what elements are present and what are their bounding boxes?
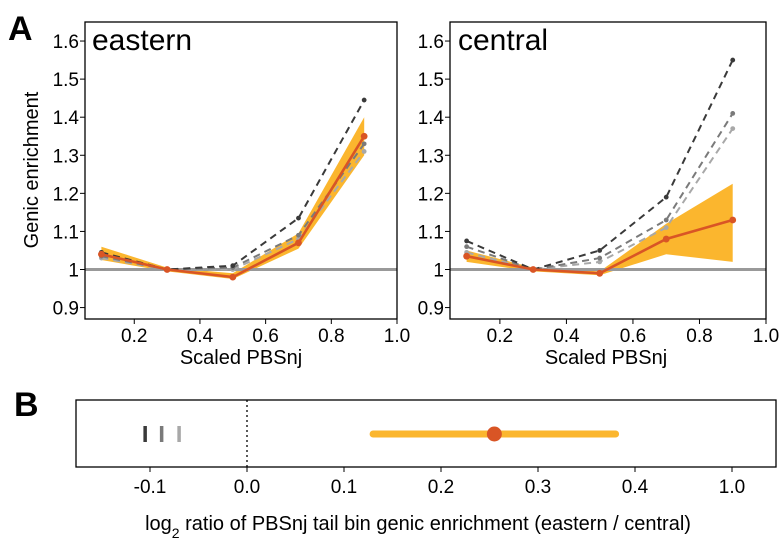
- dashed-series-line: [101, 99, 366, 271]
- y-tick-label: 1.1: [53, 222, 79, 243]
- x-tick-label: 0.6: [620, 326, 646, 347]
- x-tick-label: 0.6: [252, 326, 278, 347]
- dashed-series-point: [730, 57, 736, 63]
- point-estimate: [486, 426, 502, 442]
- y-tick-label: 1.1: [418, 222, 444, 243]
- x-tick-label: 0.2: [428, 477, 454, 498]
- main-series-point: [729, 216, 737, 224]
- dashed-series-point: [296, 215, 301, 221]
- dashed-series-point: [361, 141, 367, 147]
- x-axis-title-central: Scaled PBSnj: [545, 347, 667, 369]
- x-ticks-panel-b: -0.1 0.0 0.1 0.2 0.3 0.4 1.0: [134, 467, 745, 498]
- facet-title-central: central: [458, 24, 548, 57]
- dashed-series-point: [730, 110, 736, 116]
- y-tick-label: 1.4: [418, 108, 445, 129]
- x-tick-label: 0.8: [318, 326, 344, 347]
- y-tick-label: 1.3: [418, 146, 444, 167]
- y-axis-title: Genic enrichment: [21, 91, 43, 248]
- dashed-series-point: [663, 194, 669, 200]
- y-tick-label: 1.6: [53, 32, 79, 53]
- x-tick-label: 0.0: [234, 477, 260, 498]
- interval-layer: [369, 426, 620, 442]
- null-markers-layer: [143, 426, 181, 442]
- main-series-layer: [98, 132, 368, 281]
- main-series-point: [662, 235, 670, 243]
- y-tick-label: 0.9: [418, 299, 444, 320]
- x-tick-label: -0.1: [134, 477, 167, 498]
- main-series-point: [596, 269, 604, 277]
- main-series-point: [463, 252, 471, 260]
- main-series-point: [163, 266, 171, 273]
- x-tick-label: 0.4: [553, 326, 580, 347]
- facet-eastern: 0.9 1 1.1 1.2 1.3 1.4 1.5 1.6 0.2 0.4 0.6 0.8 1.0 e…: [53, 21, 410, 369]
- plot-frame-eastern: [84, 21, 398, 320]
- y-tick-label: 1.6: [418, 32, 444, 53]
- x-tick-label: 1.0: [719, 477, 745, 498]
- x-tick-label: 0.2: [487, 326, 513, 347]
- y-tick-label: 1: [433, 261, 444, 282]
- y-ticks-central: 0.9 1 1.1 1.2 1.3 1.4 1.5 1.6: [418, 32, 450, 320]
- y-tick-label: 1.3: [53, 146, 79, 167]
- x-axis-title-eastern: Scaled PBSnj: [180, 347, 302, 369]
- ci-band-layer: [466, 183, 733, 276]
- x-tick-label: 0.1: [331, 477, 357, 498]
- dashed-series-point: [663, 225, 669, 231]
- dashed-series-point: [464, 238, 470, 244]
- plot-frame-panel-b: [75, 399, 777, 468]
- dashed-series-point: [296, 232, 301, 238]
- y-tick-label: 1.2: [53, 184, 79, 205]
- facet-title-eastern: eastern: [92, 24, 192, 57]
- y-ticks-eastern: 0.9 1 1.1 1.2 1.3 1.4 1.5 1.6: [53, 32, 85, 320]
- x-tick-label: 0.4: [622, 477, 649, 498]
- x-ticks-central: 0.2 0.4 0.6 0.8 1.0: [487, 319, 779, 347]
- x-tick-label: 0.8: [686, 326, 712, 347]
- main-series-point: [98, 250, 105, 258]
- dashed-series-point: [663, 217, 669, 223]
- dashed-series-point: [230, 263, 236, 269]
- y-tick-label: 1: [68, 261, 79, 282]
- x-tick-label: 0.2: [121, 326, 147, 347]
- main-series-layer: [463, 216, 737, 277]
- dashed-series-point: [361, 97, 367, 103]
- x-axis-title-panel-b: log2 ratio of PBSnj tail bin genic enric…: [145, 513, 691, 540]
- dashed-series-point: [597, 255, 603, 261]
- x-ticks-eastern: 0.2 0.4 0.6 0.8 1.0: [121, 319, 410, 347]
- main-series-point: [360, 132, 368, 140]
- y-tick-label: 1.5: [418, 70, 444, 91]
- y-tick-label: 1.2: [418, 184, 444, 205]
- x-tick-label: 0.4: [187, 326, 214, 347]
- main-series-point: [529, 266, 537, 273]
- dashed-series-point: [597, 248, 603, 253]
- x-tick-label: 1.0: [384, 326, 410, 347]
- plot-frame-central: [449, 21, 767, 320]
- facet-central: 0.9 1 1.1 1.2 1.3 1.4 1.5 1.6 0.2 0.4 0.6 0.8 1.0 c…: [418, 21, 779, 369]
- panel-a-label: A: [8, 10, 33, 48]
- dashed-series-point: [597, 259, 603, 265]
- x-tick-label: 0.3: [525, 477, 551, 498]
- ci-band: [466, 183, 733, 276]
- panel-b-plot: -0.1 0.0 0.1 0.2 0.3 0.4 1.0 log2 ratio of PBS…: [75, 399, 777, 540]
- x-tick-label: 1.0: [753, 326, 779, 347]
- y-tick-label: 0.9: [53, 299, 79, 320]
- main-series-point: [295, 239, 302, 247]
- y-tick-label: 1.5: [53, 70, 79, 91]
- main-series-point: [229, 273, 237, 281]
- panel-b-label: B: [14, 386, 39, 424]
- dashed-series-point: [361, 149, 367, 154]
- dashed-series-point: [730, 126, 736, 132]
- y-tick-label: 1.4: [53, 108, 80, 129]
- dashed-series-point: [464, 244, 470, 250]
- dashed-series-line: [466, 59, 734, 271]
